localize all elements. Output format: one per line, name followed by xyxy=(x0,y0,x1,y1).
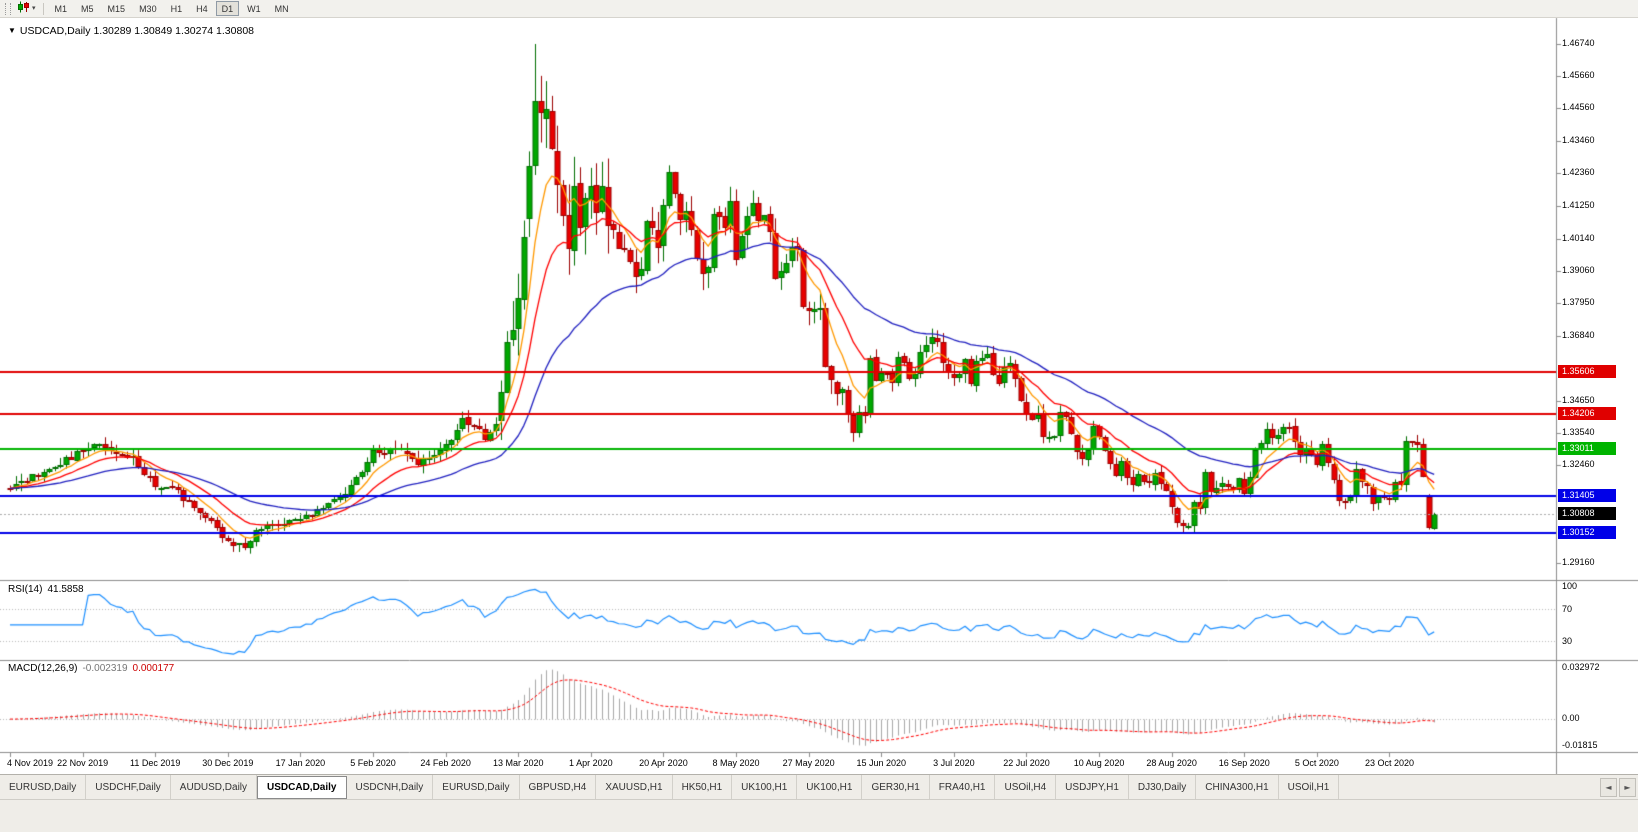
chart-tab-china300-h1[interactable]: CHINA300,H1 xyxy=(1196,775,1279,799)
price-tick-label: 1.40140 xyxy=(1562,233,1595,243)
date-tick-label: 16 Sep 2020 xyxy=(1218,758,1270,768)
timeframe-button-h1[interactable]: H1 xyxy=(165,1,189,16)
timeframe-button-h4[interactable]: H4 xyxy=(190,1,214,16)
chart-ohlc-values: 1.30289 1.30849 1.30274 1.30808 xyxy=(93,25,255,37)
timeframe-button-w1[interactable]: W1 xyxy=(241,1,267,16)
chart-tab-fra40-h1[interactable]: FRA40,H1 xyxy=(930,775,996,799)
rsi-level-label: 30 xyxy=(1562,636,1573,646)
price-tick-label: 1.43460 xyxy=(1562,135,1595,145)
chart-tab-gbpusd-h4[interactable]: GBPUSD,H4 xyxy=(520,775,597,799)
price-tick-label: 1.36840 xyxy=(1562,330,1595,340)
chart-tab-ger30-h1[interactable]: GER30,H1 xyxy=(862,775,930,799)
price-level-badge: 1.30152 xyxy=(1558,526,1616,539)
price-tick-label: 1.34650 xyxy=(1562,395,1595,405)
price-level-badge: 1.30808 xyxy=(1558,507,1616,520)
timeframe-button-m15[interactable]: M15 xyxy=(102,1,132,16)
date-tick-label: 20 Apr 2020 xyxy=(639,758,688,768)
date-tick-label: 13 Mar 2020 xyxy=(492,758,544,768)
date-tick-label: 5 Oct 2020 xyxy=(1294,758,1339,768)
date-tick-label: 22 Nov 2019 xyxy=(57,758,109,768)
chart-tab-usoil-h4[interactable]: USOil,H4 xyxy=(995,775,1057,799)
status-bar xyxy=(0,799,1638,832)
rsi-value: 41.5858 xyxy=(47,584,84,595)
timeframe-button-d1[interactable]: D1 xyxy=(215,1,240,16)
chart-tab-audusd-daily[interactable]: AUDUSD,Daily xyxy=(171,775,258,799)
one-click-trading-arrow[interactable]: ▼ xyxy=(8,26,16,35)
macd-signal-value: 0.000177 xyxy=(132,663,175,674)
date-tick-label: 3 Jul 2020 xyxy=(933,758,975,768)
timeframe-toolbar: ▾ M1 M5 M15 M30 H1 H4 D1 W1 MN xyxy=(0,0,1638,18)
price-level-badge: 1.34206 xyxy=(1558,407,1616,420)
price-tick-label: 1.45660 xyxy=(1562,70,1595,80)
price-tick-label: 1.32460 xyxy=(1562,459,1595,469)
macd-axis-zero: 0.00 xyxy=(1562,713,1580,723)
chart-tab-eurusd-daily[interactable]: EURUSD,Daily xyxy=(0,775,87,799)
date-tick-label: 24 Feb 2020 xyxy=(420,758,471,768)
macd-axis-max: 0.032972 xyxy=(1562,662,1600,672)
chart-symbol-label: USDCAD,Daily xyxy=(19,25,91,37)
date-tick-label: 5 Feb 2020 xyxy=(350,758,396,768)
price-level-badge: 1.35606 xyxy=(1558,365,1616,378)
date-tick-label: 11 Dec 2019 xyxy=(130,758,181,768)
chart-tab-eurusd-daily[interactable]: EURUSD,Daily xyxy=(433,775,520,799)
chart-type-button[interactable]: ▾ xyxy=(14,1,39,16)
chart-tab-dj30-daily[interactable]: DJ30,Daily xyxy=(1129,775,1197,799)
chevron-down-icon: ▾ xyxy=(32,4,36,12)
price-tick-label: 1.33540 xyxy=(1562,427,1595,437)
price-tick-label: 1.29160 xyxy=(1562,557,1595,567)
price-tick-label: 1.39060 xyxy=(1562,265,1595,275)
chart-tab-uk100-h1[interactable]: UK100,H1 xyxy=(797,775,863,799)
chart-tab-hk50-h1[interactable]: HK50,H1 xyxy=(673,775,733,799)
toolbar-separator xyxy=(42,2,44,15)
timeframe-button-m5[interactable]: M5 xyxy=(75,1,100,16)
toolbar-drag-grip[interactable] xyxy=(5,2,11,15)
macd-indicator-label: MACD(12,26,9) -0.002319 0.000177 xyxy=(8,663,174,674)
macd-axis-min: -0.01815 xyxy=(1562,740,1598,750)
chart-tab-usdcnh-daily[interactable]: USDCNH,Daily xyxy=(347,775,434,799)
date-tick-label: 23 Oct 2020 xyxy=(1364,758,1415,768)
macd-name: MACD(12,26,9) xyxy=(8,663,78,674)
price-level-badge: 1.33011 xyxy=(1558,442,1616,455)
chart-tab-uk100-h1[interactable]: UK100,H1 xyxy=(732,775,798,799)
date-tick-label: 22 Jul 2020 xyxy=(1003,758,1050,768)
rsi-indicator-label: RSI(14) 41.5858 xyxy=(8,584,84,595)
chart-tabs-bar: EURUSD,Daily USDCHF,Daily AUDUSD,Daily USDC… xyxy=(0,774,1638,799)
chart-tab-usdjpy-h1[interactable]: USDJPY,H1 xyxy=(1056,775,1129,799)
price-tick-label: 1.37950 xyxy=(1562,297,1595,307)
price-tick-label: 1.44560 xyxy=(1562,102,1595,112)
price-tick-label: 1.41250 xyxy=(1562,200,1595,210)
rsi-level-label: 70 xyxy=(1562,604,1573,614)
date-tick-label: 15 Jun 2020 xyxy=(856,758,907,768)
timeframe-button-m30[interactable]: M30 xyxy=(133,1,163,16)
date-tick-label: 28 Aug 2020 xyxy=(1146,758,1197,768)
date-tick-label: 30 Dec 2019 xyxy=(202,758,254,768)
date-tick-label: 27 May 2020 xyxy=(782,758,835,768)
chart-title: ▼ USDCAD,Daily 1.30289 1.30849 1.30274 1.… xyxy=(8,25,254,37)
date-tick-label: 10 Aug 2020 xyxy=(1073,758,1125,768)
candlestick-chart-icon xyxy=(17,1,31,16)
macd-main-value: -0.002319 xyxy=(82,663,128,674)
date-tick-label: 1 Apr 2020 xyxy=(569,758,613,768)
date-tick-label: 8 May 2020 xyxy=(712,758,760,768)
chart-tab-usdchf-daily[interactable]: USDCHF,Daily xyxy=(86,775,171,799)
rsi-level-label: 100 xyxy=(1562,581,1578,591)
date-tick-label: 4 Nov 2019 xyxy=(6,758,54,768)
chart-tab-usoil-h1[interactable]: USOil,H1 xyxy=(1279,775,1340,799)
chart-tab-xauusd-h1[interactable]: XAUUSD,H1 xyxy=(596,775,673,799)
price-tick-label: 1.42360 xyxy=(1562,167,1595,177)
timeframe-button-mn[interactable]: MN xyxy=(269,1,295,16)
chart-tab-usdcad-daily[interactable]: USDCAD,Daily xyxy=(257,776,347,799)
rsi-name: RSI(14) xyxy=(8,584,43,595)
price-tick-label: 1.46740 xyxy=(1562,38,1595,48)
date-tick-label: 17 Jan 2020 xyxy=(275,758,326,768)
timeframe-button-m1[interactable]: M1 xyxy=(49,1,74,16)
price-level-badge: 1.31405 xyxy=(1558,489,1616,502)
tabs-scroll-right-button[interactable]: ► xyxy=(1619,777,1636,797)
tabs-scroll-left-button[interactable]: ◄ xyxy=(1600,777,1617,797)
